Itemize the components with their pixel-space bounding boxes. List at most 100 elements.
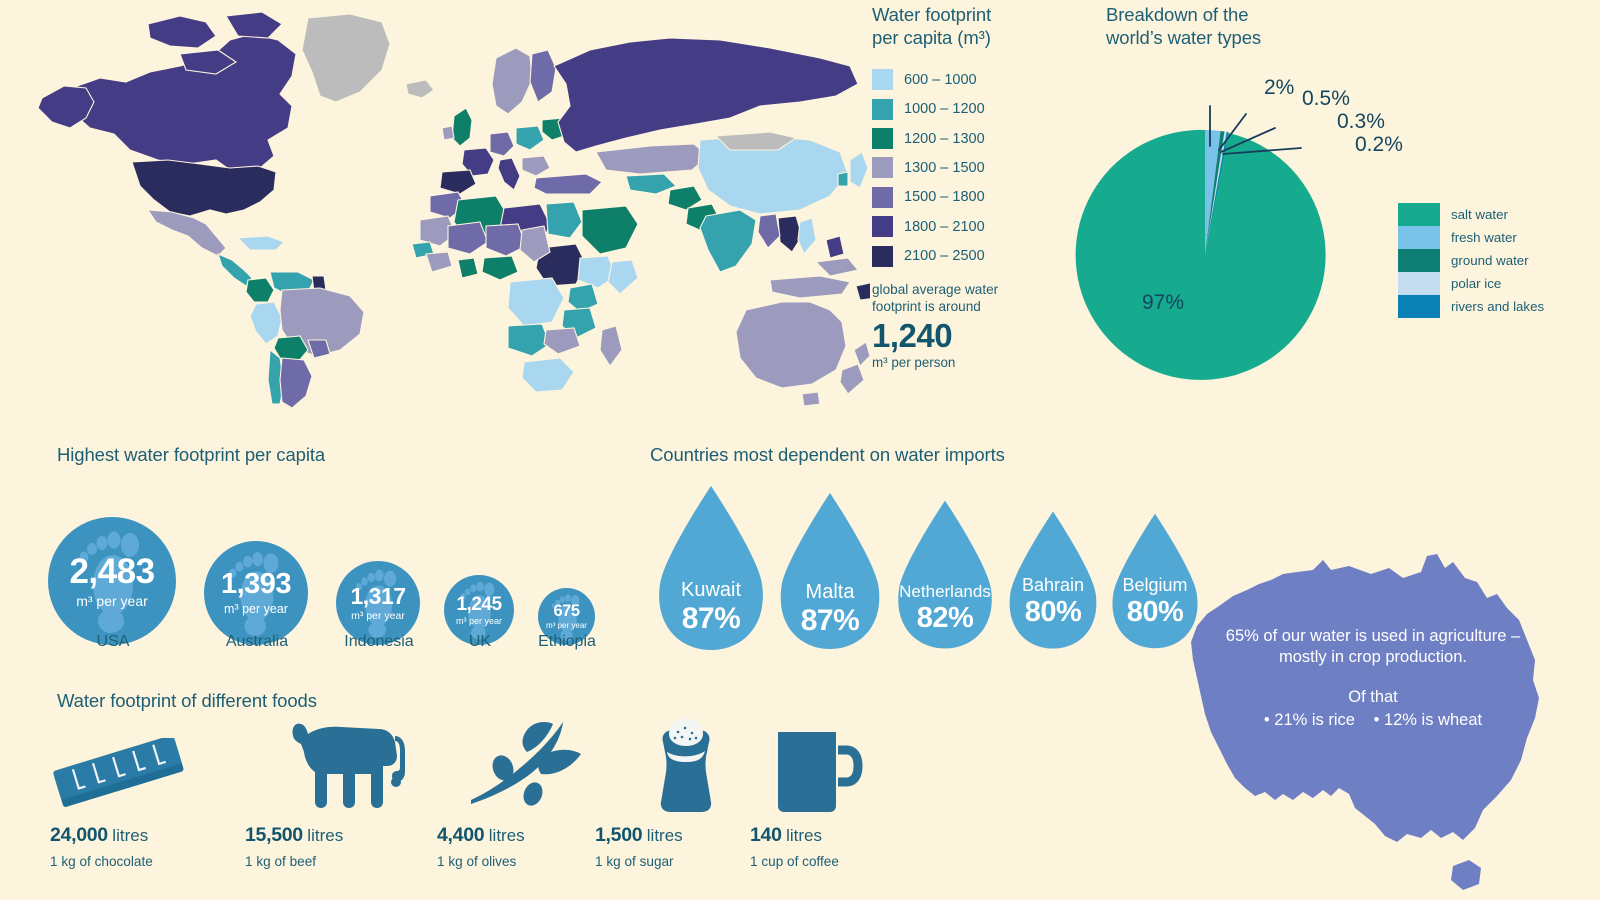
map-country-france [461,147,495,177]
legend-label: 1800 – 2100 [904,218,985,235]
legend-swatch-icon [872,216,893,238]
pie-legend-swatch-icon [1398,295,1440,318]
droplet-shape: Malta 87% [772,490,888,652]
map-country-india [699,209,757,273]
droplet-percent: 82% [916,601,974,634]
map-country-japan [849,151,869,189]
footprint-value: 1,317 [350,582,406,609]
footprint-circle-text: 1,393 m³ per year [221,570,292,616]
legend-swatch-icon [872,157,893,179]
droplet-text: Bahrain 80% [1002,575,1104,628]
footprint-unit: m³ per year [546,620,587,630]
footprint-circle: 1,393 m³ per year [204,541,308,645]
map-country-iceland [405,79,435,99]
droplet-item-malta: Malta 87% [772,490,888,652]
pie-chart-title-line2: world’s water types [1106,26,1262,48]
water-droplet-icon [780,493,880,649]
water-droplet-icon [898,500,992,649]
australia-bullet-rice: • 21% is rice [1263,711,1355,730]
footprint-circle-text: 1,317 m³ per year [350,582,406,622]
map-country-png [855,282,870,301]
food-amount: 15,500 litres [245,824,343,847]
map-country-paraguay [307,339,331,359]
droplet-percent: 80% [1024,595,1082,628]
footprint-country-australia: Australia [225,633,289,650]
map-country-argentina [279,357,313,409]
pie-chart-title: Breakdown of the world’s water types [1106,4,1356,49]
droplet-country: Bahrain [1021,575,1085,595]
map-country-nigeria [481,255,519,281]
australia-map-icon [1191,554,1539,890]
map-country-chad [519,225,551,263]
water-droplet-icon [1112,513,1198,649]
droplet-country: Malta [805,581,855,603]
map-country-egypt [545,201,583,239]
map-country-indonesia2 [814,257,860,277]
legend-label: 1200 – 1300 [904,130,985,147]
australia-paragraph-1: 65% of our water is used in agriculture … [1225,627,1521,667]
footprint-item-usa: 2,483 m³ per year [48,517,178,645]
map-country-ghana [457,257,479,279]
pie-slice-ground-water [1205,131,1225,255]
footprint-country-usa: USA [96,633,130,650]
foods-heading: Water footprint of different foods [57,690,317,711]
map-country-poland [515,125,545,151]
droplet-item-kuwait: Kuwait 87% [650,484,772,652]
map-country-finland [529,49,557,103]
map-legend-list: 600 – 1000 1000 – 1200 1200 – 1300 1300 … [872,65,1082,271]
highest-footprint-chart: 2,483 m³ per year 1,393 m³ per year [48,485,618,650]
legend-swatch-icon [872,69,893,91]
callout-line-02pct [1222,147,1302,155]
food-icon-wrap [50,735,188,813]
droplet-country: Kuwait [680,579,742,601]
droplet-shape: Netherlands 82% [890,497,1000,652]
legend-swatch-icon [872,128,893,150]
global-average-value: 1,240 [872,316,953,354]
droplet-text: Kuwait 87% [650,580,772,635]
map-legend-row: 2100 – 2500 [872,241,1082,270]
map-country-madagascar [599,325,623,367]
food-item-olives: 4,400 litres 1 kg of olives [437,722,622,875]
food-description: 1 kg of olives [437,854,517,869]
map-country-turkey [533,173,603,195]
pie-legend-label: polar ice [1451,276,1502,291]
footprint-value: 675 [553,602,580,621]
food-item-coffee: 140 litres 1 cup of coffee [750,725,930,875]
droplet-percent: 87% [800,604,860,637]
map-country-uk [451,107,473,147]
pie-slice-polar-ice [1205,131,1227,255]
map-country-afghanistan [667,185,703,211]
footprint-item-australia: 1,393 m³ per year [204,541,310,645]
footprint-foot-icon [79,531,139,633]
map-country-central-america [217,253,253,287]
droplet-item-netherlands: Netherlands 82% [890,497,1000,652]
food-icon-wrap [774,728,864,819]
map-country-alaska [37,85,95,129]
map-country-russia [553,37,859,153]
map-legend-title-line2: per capita (m³) [872,26,991,48]
food-amount: 4,400 litres [437,824,525,847]
map-country-indonesia [769,275,851,299]
australia-bullets: • 21% is rice • 12% is wheat [1213,710,1533,731]
food-amount-number: 4,400 [437,824,485,846]
legend-swatch-icon [872,98,893,120]
food-amount-number: 1,500 [595,824,643,846]
map-legend-row: 1500 – 1800 [872,183,1082,212]
map-country-germany [489,131,515,157]
footprint-circle: 2,483 m³ per year [48,517,176,645]
global-average-note: global average water footprint is around [872,282,1082,316]
footprint-circle-text: 1,245 m³ per year [456,595,502,626]
footprint-circle: 1,317 m³ per year [336,561,420,645]
droplet-country: Belgium [1122,575,1188,595]
global-average-note-line2: footprint is around [872,298,981,314]
droplet-shape: Kuwait 87% [650,484,772,652]
map-legend-row: 1300 – 1500 [872,153,1082,182]
droplet-text: Belgium 80% [1105,575,1205,628]
map-legend-row: 1200 – 1300 [872,124,1082,153]
pie-callout-label-02pct: 0.2% [1355,133,1403,156]
pie-chart-title-line1: Breakdown of the [1106,4,1249,25]
pie-legend-row: polar ice [1398,272,1544,295]
pie-chart-legend: salt water fresh water ground water pola… [1398,203,1544,318]
australia-agriculture-callout: 65% of our water is used in agriculture … [1135,548,1600,900]
map-country-chile [267,348,285,405]
